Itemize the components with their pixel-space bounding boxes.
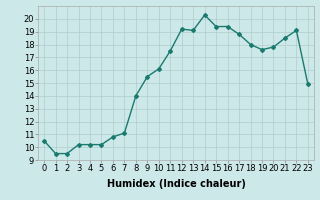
X-axis label: Humidex (Indice chaleur): Humidex (Indice chaleur) bbox=[107, 179, 245, 189]
